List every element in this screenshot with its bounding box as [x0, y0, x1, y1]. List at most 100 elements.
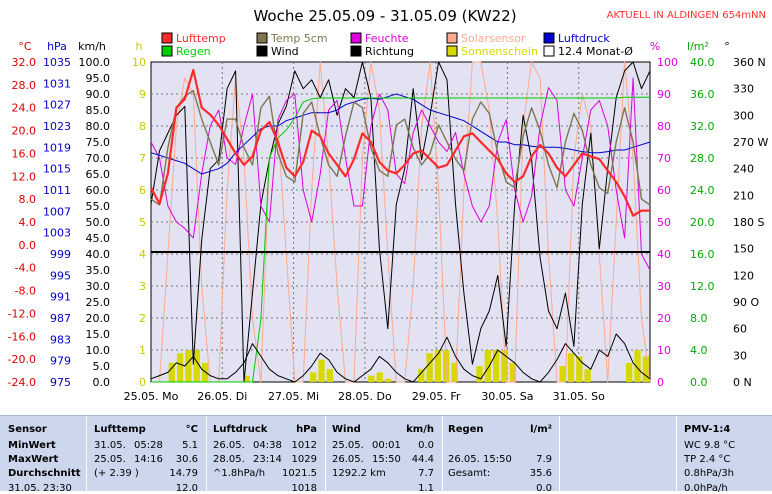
wind-tick: 80.0: [86, 120, 111, 133]
pressure-min-value: 1012: [291, 440, 317, 451]
temp-column: Lufttemp °C 31.05. 05:28 5.1 25.05. 14:1…: [94, 419, 204, 494]
pmv-windchill: WC 9.8 °C: [684, 440, 736, 451]
humidity-tick: 100: [657, 56, 678, 69]
legend-swatch-6: [256, 45, 268, 57]
humidity-tick: 60: [657, 184, 671, 197]
pressure-tick: 1031: [43, 77, 71, 90]
sunshine-tick: 9: [139, 88, 146, 101]
temp-unit: °C: [185, 424, 198, 435]
humidity-tick: 10: [657, 344, 671, 357]
x-axis-labels: 25.05. Mo 26.05. Di 27.05. Mi 28.05. Do 29.0…: [124, 390, 605, 403]
wind-max-value: 44.4: [411, 454, 434, 465]
sensor-header: Sensor: [8, 424, 47, 435]
pressure-header: Luftdruck: [213, 424, 268, 435]
wind-min-value: 0.0: [418, 440, 434, 451]
temp-tick: 8.0: [19, 193, 37, 206]
pmv-column: PMV-1:4 WC 9.8 °C TP 2.4 °C 0.8hPa/3h 0.…: [684, 419, 770, 494]
rain-tick: 16.0: [690, 248, 715, 261]
wind-tick: 85.0: [86, 104, 111, 117]
humidity-tick: 20: [657, 312, 671, 325]
sunshine-bar: [193, 350, 200, 382]
sunshine-tick: 6: [139, 184, 146, 197]
temp-trend: (+ 2.39 ): [94, 468, 139, 479]
direction-tick: 360 N: [733, 56, 766, 69]
humidity-tick: 0: [657, 376, 664, 389]
right-axes: 100908070605040302010040.036.032.028.024…: [657, 56, 768, 389]
sunshine-bar: [501, 350, 508, 382]
pressure-tick: 983: [50, 333, 71, 346]
wind-tick: 5.0: [93, 360, 111, 373]
sunshine-bar: [576, 356, 583, 382]
pressure-max-value: 1029: [291, 454, 317, 465]
temp-tick: 4.0: [19, 216, 37, 229]
pressure-tick: 975: [50, 376, 71, 389]
wind-max-time: 15:50: [372, 454, 401, 465]
sensor-column: Sensor MinWert MaxWert Durchschnitt 31.0…: [8, 419, 86, 494]
sunshine-bar: [318, 359, 325, 382]
wind-tick: 40.0: [86, 248, 111, 261]
wind-axis-unit: km/h: [78, 40, 106, 53]
pressure-min-date: 26.05.: [213, 440, 245, 451]
pressure-avg-value: 1021.5: [282, 468, 317, 479]
rain-header: Regen: [448, 424, 484, 435]
temp-tick: 32.0: [12, 56, 37, 69]
axis-headers: °C hPa km/h h% l/m² °: [18, 40, 729, 53]
wind-tick: 60.0: [86, 184, 111, 197]
pressure-tick: 987: [50, 312, 71, 325]
rain-axis-unit: l/m²: [687, 40, 709, 53]
sunshine-bar: [426, 353, 433, 382]
sunshine-tick: 4: [139, 248, 146, 261]
wind-header: Wind: [332, 424, 361, 435]
wind-tick: 90.0: [86, 88, 111, 101]
max-label: MaxWert: [8, 454, 59, 465]
humidity-tick: 80: [657, 120, 671, 133]
legend-swatch-0: [161, 32, 173, 44]
temp-axis-unit: °C: [18, 40, 32, 53]
rain-unit: l/m²: [530, 424, 552, 435]
series-lufttemp: [150, 68, 650, 217]
sunshine-tick: 3: [139, 280, 146, 293]
temp-tick: -4.0: [15, 262, 36, 275]
direction-tick: 180 S: [733, 216, 764, 229]
rain-tick: 8.0: [690, 312, 708, 325]
direction-tick: 300: [733, 109, 754, 122]
pmv-dewpoint: TP 2.4 °C: [684, 454, 731, 465]
wind-unit: km/h: [406, 424, 434, 435]
pressure-tick: 1011: [43, 184, 71, 197]
pressure-tick: 1035: [43, 56, 71, 69]
humidity-axis-unit: %: [650, 40, 660, 53]
wind-tick: 95.0: [86, 72, 111, 85]
sunshine-bar: [492, 350, 500, 382]
temp-max-value: 30.6: [175, 454, 198, 465]
legend-label-4: Luftdruck: [558, 32, 610, 45]
pressure-axis-unit: hPa: [47, 40, 67, 53]
wind-tick: 0.0: [93, 376, 111, 389]
direction-tick: 330: [733, 83, 754, 96]
wind-min-time: 00:01: [372, 440, 401, 451]
direction-tick: 120: [733, 269, 754, 282]
sunshine-tick: 1: [139, 344, 146, 357]
rain-tick: 0.0: [690, 376, 708, 389]
series-regen: [151, 96, 650, 383]
pmv-current: 0.0hPa/h: [684, 483, 728, 494]
rain-current: 0.0: [536, 483, 552, 494]
temp-tick: -24.0: [8, 376, 36, 389]
wind-distance: 1292.2 km: [332, 468, 386, 479]
pressure-tick: 1015: [43, 163, 71, 176]
legend-label-0: Lufttemp: [176, 32, 226, 45]
legend-swatch-2: [350, 32, 362, 44]
wind-min-date: 25.05.: [332, 440, 364, 451]
x-label-day-2: 27.05. Mi: [268, 390, 319, 403]
temp-max-time: 14:16: [134, 454, 163, 465]
sunshine-bar: [584, 369, 591, 382]
legend-label-7: Richtung: [365, 45, 414, 58]
direction-tick: 270 W: [733, 136, 768, 149]
rain-tick: 36.0: [690, 88, 715, 101]
rain-tick: 40.0: [690, 56, 715, 69]
rain-tick: 12.0: [690, 280, 715, 293]
legend-swatch-3: [446, 32, 458, 44]
legend-swatch-4: [543, 32, 555, 44]
sunshine-bar: [626, 362, 633, 382]
x-label-day-4: 29.05. Fr: [412, 390, 461, 403]
direction-tick: 30: [733, 349, 747, 362]
